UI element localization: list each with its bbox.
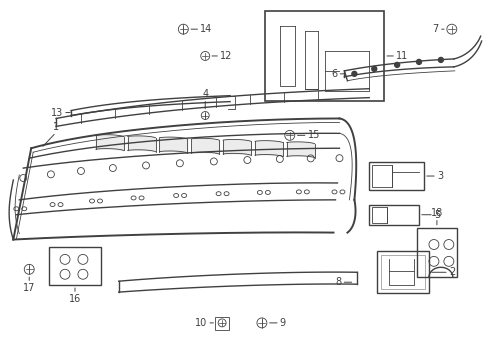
Text: 10: 10	[195, 318, 207, 328]
Text: 5: 5	[434, 210, 440, 220]
Bar	[265, 11, 384, 100]
Bar	[377, 251, 429, 293]
Text: 14: 14	[200, 24, 213, 34]
Circle shape	[352, 71, 357, 76]
Text: 1: 1	[53, 122, 59, 132]
Bar	[372, 165, 392, 187]
Bar	[369, 162, 424, 190]
Text: 15: 15	[308, 130, 320, 140]
Text: 13: 13	[51, 108, 63, 117]
Bar	[381, 255, 425, 289]
Circle shape	[416, 59, 421, 64]
Text: 3: 3	[437, 171, 443, 181]
Text: 16: 16	[69, 294, 81, 304]
Bar	[372, 207, 387, 223]
Bar	[215, 317, 229, 330]
Circle shape	[439, 58, 443, 62]
Circle shape	[394, 62, 400, 67]
Circle shape	[372, 66, 377, 71]
Text: 2: 2	[449, 267, 455, 277]
Bar	[49, 247, 101, 285]
Text: 12: 12	[220, 51, 233, 61]
Text: 4: 4	[202, 89, 208, 99]
Text: 9: 9	[280, 318, 286, 328]
Text: 17: 17	[23, 283, 35, 293]
Text: 7: 7	[433, 24, 439, 34]
Bar	[369, 205, 419, 225]
Text: 8: 8	[335, 277, 342, 287]
Text: 6: 6	[331, 69, 338, 79]
Bar	[417, 228, 457, 277]
Text: 11: 11	[396, 51, 408, 61]
Text: 18: 18	[431, 208, 443, 218]
